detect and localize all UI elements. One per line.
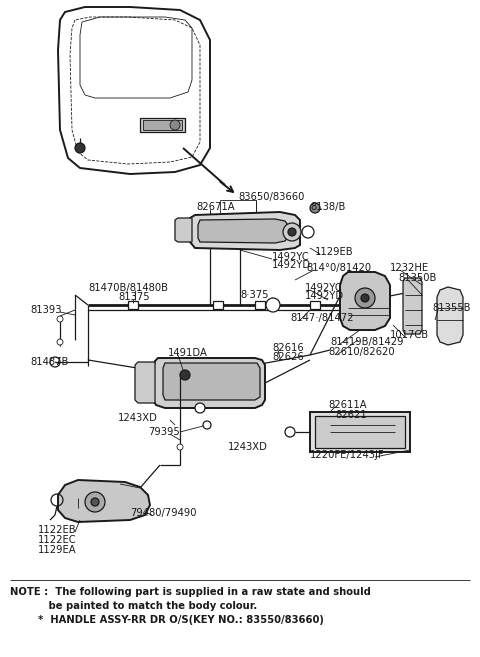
Polygon shape — [437, 287, 463, 345]
Text: 8138/B: 8138/B — [310, 202, 346, 212]
Text: 82621: 82621 — [335, 410, 367, 420]
Polygon shape — [403, 278, 422, 334]
Circle shape — [177, 444, 183, 450]
Text: 82616: 82616 — [272, 343, 304, 353]
Circle shape — [310, 203, 320, 213]
Text: 8147·/81472: 8147·/81472 — [290, 313, 353, 323]
Polygon shape — [153, 358, 265, 408]
Text: 81375: 81375 — [118, 292, 150, 302]
Text: 79480/79490: 79480/79490 — [130, 508, 196, 518]
Text: 1232HE: 1232HE — [390, 263, 429, 273]
Text: 81393: 81393 — [30, 305, 61, 315]
Text: 1220FE/1243JF: 1220FE/1243JF — [310, 450, 384, 460]
Circle shape — [85, 492, 105, 512]
Bar — [310, 301, 320, 309]
Text: be painted to match the body colour.: be painted to match the body colour. — [10, 601, 257, 611]
Circle shape — [203, 421, 211, 429]
Text: 82610/82620: 82610/82620 — [328, 347, 395, 357]
Circle shape — [195, 403, 205, 413]
Circle shape — [57, 339, 63, 345]
Circle shape — [266, 298, 280, 312]
Text: 81487B: 81487B — [30, 357, 68, 367]
Polygon shape — [175, 218, 192, 242]
Text: 1491DA: 1491DA — [168, 348, 208, 358]
Polygon shape — [135, 362, 155, 403]
Bar — [128, 301, 138, 309]
Bar — [255, 301, 265, 309]
Text: 79395: 79395 — [148, 427, 180, 437]
Circle shape — [91, 498, 99, 506]
Text: 1492YD: 1492YD — [305, 291, 344, 301]
Text: 814°0/81420: 814°0/81420 — [306, 263, 371, 273]
Text: 1122EB: 1122EB — [38, 525, 77, 535]
Text: 1243XD: 1243XD — [228, 442, 268, 452]
Polygon shape — [163, 363, 260, 400]
Circle shape — [180, 370, 190, 380]
Circle shape — [361, 294, 369, 302]
Polygon shape — [198, 219, 288, 243]
Circle shape — [288, 228, 296, 236]
Text: 1492YC: 1492YC — [305, 283, 343, 293]
Text: 8·375: 8·375 — [240, 290, 268, 300]
Text: NOTE :  The following part is supplied in a raw state and should: NOTE : The following part is supplied in… — [10, 587, 371, 597]
Text: 1492YD: 1492YD — [272, 260, 311, 270]
Bar — [143, 120, 182, 130]
Text: 81350B: 81350B — [398, 273, 436, 283]
Bar — [140, 118, 185, 132]
Text: 81355B: 81355B — [432, 303, 470, 313]
Text: *  HANDLE ASSY-RR DR O/S(KEY NO.: 83550/83660): * HANDLE ASSY-RR DR O/S(KEY NO.: 83550/8… — [10, 615, 324, 625]
Text: 83650/83660: 83650/83660 — [238, 192, 304, 202]
Circle shape — [355, 288, 375, 308]
Polygon shape — [340, 272, 390, 330]
Text: 1129EA: 1129EA — [38, 545, 77, 555]
Text: 1017CB: 1017CB — [390, 330, 429, 340]
Circle shape — [57, 316, 63, 322]
Polygon shape — [188, 212, 300, 250]
Text: 1492YC: 1492YC — [272, 252, 310, 262]
Bar — [315, 416, 405, 448]
Bar — [310, 412, 410, 452]
Text: 1243XD: 1243XD — [118, 413, 158, 423]
Text: 82671A: 82671A — [196, 202, 235, 212]
Polygon shape — [58, 480, 150, 522]
Circle shape — [283, 223, 301, 241]
Text: 82611A: 82611A — [328, 400, 367, 410]
Circle shape — [75, 143, 85, 153]
Text: 81419B/81429: 81419B/81429 — [330, 337, 404, 347]
Bar — [213, 301, 223, 309]
Text: 1129EB: 1129EB — [315, 247, 354, 257]
Circle shape — [170, 120, 180, 130]
Text: 1122EC: 1122EC — [38, 535, 77, 545]
Text: 81470B/81480B: 81470B/81480B — [88, 283, 168, 293]
Text: 82626: 82626 — [272, 352, 304, 362]
